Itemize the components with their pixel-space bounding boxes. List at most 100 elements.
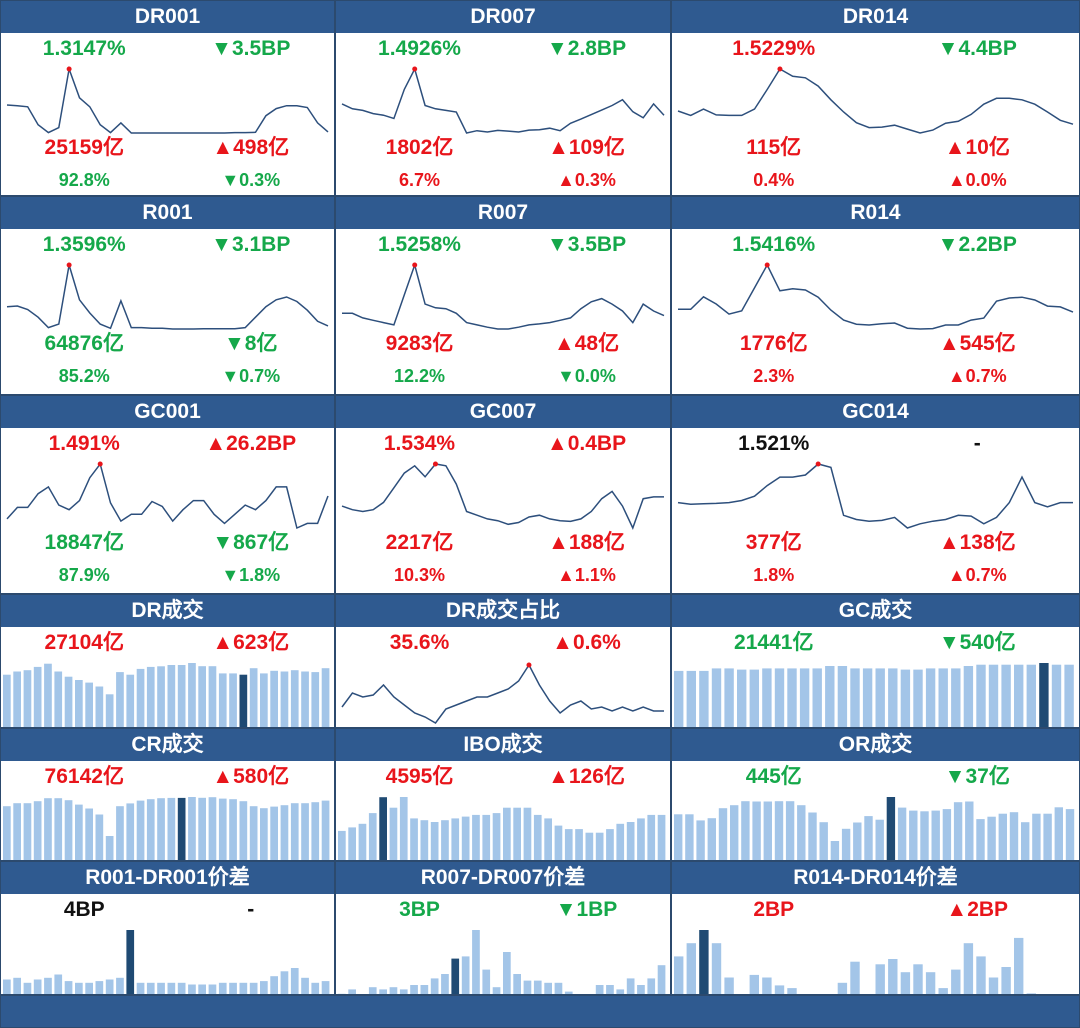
bar <box>441 820 449 860</box>
stat-value: 76142亿 <box>44 765 124 788</box>
stat-change: ▲580亿 <box>212 765 290 788</box>
panel-title: GC成交 <box>672 595 1079 627</box>
bar <box>23 803 32 860</box>
bar <box>280 805 289 860</box>
stat-row: 1776亿 ▲545亿 <box>672 330 1079 358</box>
stat-value: 1.8% <box>753 565 795 585</box>
bar <box>54 798 63 860</box>
panel-dr-9: DR成交 27104亿 ▲623亿 <box>0 594 335 728</box>
bar <box>126 803 135 860</box>
bar <box>976 664 986 727</box>
peak-point <box>526 662 532 668</box>
bar <box>730 805 739 860</box>
bar <box>167 797 176 860</box>
stat-row: 87.9% ▼1.8% <box>1 561 334 589</box>
bar <box>564 829 573 860</box>
bar <box>595 985 604 994</box>
bar <box>157 666 165 727</box>
stat-change: ▼1BP <box>555 898 618 921</box>
bar <box>33 666 42 727</box>
bar <box>420 820 429 860</box>
stat-value: 1.521% <box>738 432 810 455</box>
series-line <box>341 663 664 724</box>
panel-title: R001-DR001价差 <box>1 862 334 894</box>
bar <box>1043 813 1052 860</box>
bar <box>606 985 614 994</box>
bar <box>177 665 186 727</box>
bar <box>249 668 258 727</box>
stat-value: 0.4% <box>753 170 795 190</box>
stat-row: 2BP ▲2BP <box>672 896 1079 924</box>
stat-change: ▼2.8BP <box>546 37 627 60</box>
bar <box>752 801 761 860</box>
bar <box>188 663 196 727</box>
bar <box>1032 813 1041 860</box>
bar <box>606 829 614 860</box>
series-line <box>6 462 329 530</box>
stat-row: 9283亿 ▲48亿 <box>336 330 670 358</box>
bar <box>503 952 511 994</box>
stat-value: 10.3% <box>393 565 446 585</box>
panel-title: R014 <box>672 197 1079 229</box>
bar <box>749 669 759 727</box>
bar <box>696 820 705 860</box>
bar <box>737 669 747 727</box>
stat-change: ▼1.8% <box>221 565 281 585</box>
stat-change: ▲498亿 <box>212 136 290 159</box>
bar <box>492 987 501 994</box>
bar <box>23 982 32 994</box>
panel-title: GC007 <box>336 396 670 428</box>
stat-change: ▼2.2BP <box>937 233 1017 256</box>
bar <box>762 668 772 727</box>
stat-value: 27104亿 <box>44 631 124 654</box>
bar <box>762 977 772 994</box>
bar <box>674 956 684 994</box>
stat-row: 3BP ▼1BP <box>336 896 670 924</box>
bar <box>157 982 165 994</box>
stat-change: ▲26.2BP <box>205 432 297 455</box>
bar <box>430 978 439 994</box>
stat-row: 35.6% ▲0.6% <box>336 629 670 657</box>
bar <box>249 982 258 994</box>
stat-row: 2.3% ▲0.7% <box>672 362 1079 390</box>
bar <box>900 669 911 727</box>
series-line <box>6 66 329 134</box>
bar <box>830 841 840 860</box>
bar-chart <box>674 797 1075 860</box>
panel-title: R014-DR014价差 <box>672 862 1079 894</box>
bar <box>875 964 885 994</box>
stat-value: 1.4926% <box>378 37 461 60</box>
stat-row: 10.3% ▲1.1% <box>336 561 670 589</box>
panel-dr001-0: DR001 1.3147% ▼3.5BP 25159亿 ▲498亿 92.8% ▼0.3% <box>0 0 335 196</box>
bar <box>657 965 666 994</box>
stat-row: 6.7% ▲0.3% <box>336 166 670 194</box>
bar <box>441 974 449 994</box>
bar <box>988 977 999 994</box>
bar <box>513 807 521 860</box>
stat-value: 4BP <box>63 898 105 921</box>
stat-value: 1.5258% <box>378 233 461 256</box>
bar <box>389 987 398 994</box>
bar <box>136 668 145 727</box>
bar <box>358 823 367 860</box>
bar <box>105 694 114 727</box>
bar-chart <box>674 663 1074 727</box>
bar <box>920 811 929 860</box>
bar <box>105 836 114 860</box>
panel-r007-4: R007 1.5258% ▼3.5BP 9283亿 ▲48亿 12.2% ▼0.0% <box>335 196 671 395</box>
stat-value: 4595亿 <box>385 765 454 788</box>
panel-r001-3: R001 1.3596% ▼3.1BP 64876亿 ▼8亿 85.2% ▼0.7% <box>0 196 335 395</box>
stat-change: ▲10亿 <box>944 136 1010 159</box>
bar <box>503 807 511 860</box>
stat-change: ▲623亿 <box>212 631 290 654</box>
stat-value: 9283亿 <box>385 332 454 355</box>
panel-title: DR007 <box>336 1 670 33</box>
bar-current <box>239 674 248 727</box>
bar <box>389 807 398 860</box>
bar <box>44 798 52 860</box>
bar <box>763 801 772 860</box>
bar-current <box>177 797 186 860</box>
bar <box>116 977 124 994</box>
bar <box>819 822 828 860</box>
